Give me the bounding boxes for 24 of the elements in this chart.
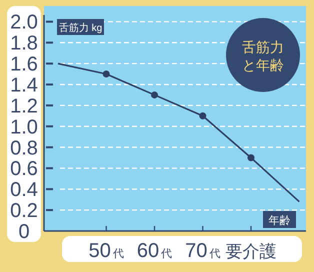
ylabel: 舌筋力 kg [57,19,104,35]
y-tick-label: 1.4 [10,74,38,96]
x-tick-label: 60代 [136,240,172,262]
point [248,154,254,162]
y-tick-label: 1.6 [10,54,38,76]
y-axis-title: 舌筋力 kg [58,22,102,34]
y-tick-label: 1.2 [10,95,38,118]
y-tick-label: 0 [18,221,30,243]
point [151,91,158,98]
y-tick-label: 0.6 [10,158,38,180]
point [199,112,206,120]
title: 舌筋力と年齢 [226,18,300,92]
point [102,70,110,78]
x-axis-title: 年齢 [268,215,290,227]
x-tick-label: 50代 [88,240,124,262]
x-tick-label: 要介護 [226,242,276,261]
y-tick-label: 0.8 [10,137,38,160]
y-tick-label: 0.2 [10,200,38,222]
xlabel: 年齢 [263,211,296,228]
x-tick-label: 70代 [185,240,220,262]
y-tick-label: 1.0 [10,116,38,138]
y-tick-label: 0.4 [10,179,38,202]
y-tick-label: 1.8 [10,32,38,55]
y-tick-label: 2.0 [10,12,38,34]
